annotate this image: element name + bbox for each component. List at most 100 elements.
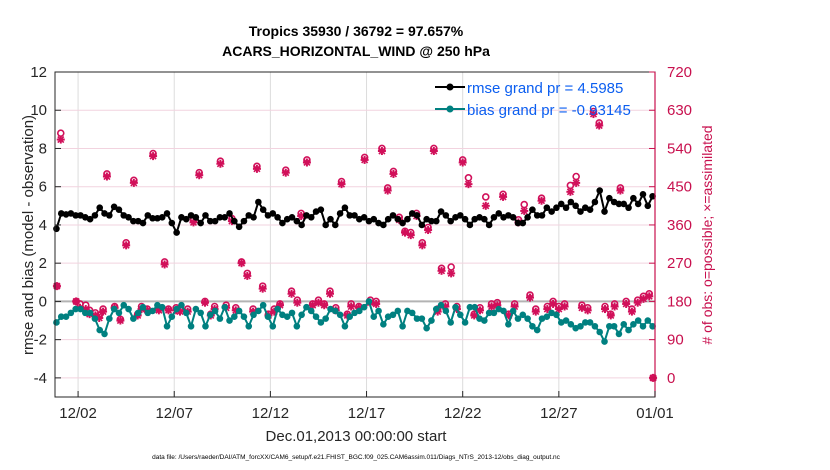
obs-assimilated-marker-d2 — [253, 165, 261, 173]
obs-assimilated-marker — [102, 172, 111, 181]
bias-point — [428, 317, 435, 324]
bias-point — [639, 322, 647, 330]
right-tick-label: 270 — [667, 255, 692, 272]
rmse-point — [322, 221, 329, 229]
rmse-point — [96, 204, 104, 212]
rmse-point — [149, 214, 156, 222]
obs-assimilated-marker-d2 — [303, 158, 311, 167]
bias-point — [216, 315, 224, 322]
bias-point — [485, 309, 493, 317]
bias-point — [106, 315, 113, 322]
rmse-point — [130, 217, 137, 225]
rmse-point — [596, 187, 604, 194]
obs-assimilated-marker — [337, 180, 346, 189]
right-tick-label: 450 — [667, 179, 692, 196]
rmse-point — [509, 213, 517, 221]
rmse-point — [447, 217, 454, 225]
bias-point — [505, 321, 512, 328]
bias-point — [591, 322, 599, 330]
rmse-point — [384, 215, 392, 223]
rmse-point — [490, 213, 498, 221]
obs-assimilated-marker-d2 — [216, 160, 224, 168]
obs-assimilated-marker-d2 — [57, 135, 65, 144]
rmse-point — [192, 213, 200, 221]
rmse-point — [572, 202, 579, 210]
rmse-point — [432, 217, 440, 225]
rmse-point — [524, 213, 531, 221]
rmse-point — [591, 198, 599, 206]
obs-assimilated-marker — [424, 226, 433, 235]
bias-point — [577, 322, 584, 330]
obs-assimilated-marker — [252, 164, 261, 173]
bias-point — [317, 319, 325, 326]
rmse-point — [331, 221, 339, 229]
bias-point — [96, 326, 104, 334]
rmse-point — [360, 213, 368, 221]
rmse-point — [543, 204, 551, 212]
obs-assimilated-marker — [476, 306, 484, 315]
left-tick-label: 4 — [39, 217, 47, 234]
obs-assimilated-marker — [645, 292, 654, 301]
bias-point — [187, 322, 195, 330]
obs-assimilated-marker — [281, 168, 290, 177]
rmse-point — [197, 219, 204, 227]
obs-assimilated-marker-d2 — [532, 308, 540, 316]
obs-assimilated-marker-d2 — [566, 188, 574, 196]
obs-assimilated-marker-d2 — [201, 299, 209, 307]
rmse-point — [106, 212, 113, 219]
obs-assimilated-marker — [72, 297, 81, 306]
left-tick-label: 10 — [30, 102, 47, 119]
bias-point — [115, 309, 123, 317]
bias-point — [356, 307, 363, 315]
obs-assimilated-marker-d2 — [378, 147, 386, 155]
obs-assimilated-marker — [320, 301, 329, 310]
rmse-point — [601, 208, 608, 215]
rmse-point — [307, 213, 315, 221]
obs-assimilated-marker — [531, 307, 540, 316]
bias-point — [81, 309, 89, 317]
obs-assimilated-marker — [116, 316, 125, 325]
rmse-point — [202, 212, 209, 219]
obs-assimilated-marker — [406, 231, 415, 240]
rmse-point — [269, 210, 277, 217]
x-tick-label: 12/17 — [348, 405, 386, 422]
bias-point — [365, 298, 373, 305]
bias-point — [514, 315, 522, 322]
obs-assimilated-marker-d2 — [293, 299, 301, 307]
obs-assimilated-marker — [287, 289, 296, 298]
obs-assimilated-marker — [372, 299, 381, 308]
bias-point — [139, 303, 147, 311]
bias-point — [601, 338, 608, 345]
right-tick-label: 90 — [667, 332, 684, 349]
obs-assimilated-marker — [458, 158, 467, 167]
rmse-point — [562, 204, 570, 212]
bias-point — [432, 305, 440, 313]
obs-assimilated-marker-d2 — [634, 299, 642, 307]
obs-assimilated-marker-d2 — [464, 180, 473, 188]
rmse-point — [577, 208, 584, 215]
bias-point — [625, 326, 632, 334]
x-axis-label: Dec.01,2013 00:00:00 start — [266, 428, 448, 445]
rmse-point — [529, 206, 536, 213]
bias-point — [461, 319, 469, 326]
bias-point — [649, 322, 656, 330]
left-tick-label: 8 — [39, 140, 47, 157]
obs-assimilated-marker — [616, 186, 625, 195]
bias-point — [173, 305, 180, 313]
rmse-point — [144, 212, 152, 219]
obs-assimilated-marker — [129, 178, 138, 187]
obs-assimilated-marker-d2 — [407, 231, 415, 239]
obs-assimilated-marker-d2 — [259, 285, 267, 293]
bias-point — [211, 307, 219, 315]
right-tick-label: 0 — [667, 370, 675, 387]
rmse-point — [327, 215, 334, 223]
bias-point — [375, 307, 382, 315]
rmse-point — [125, 213, 132, 221]
obs-assimilated-marker — [429, 147, 438, 156]
x-tick-label: 12/02 — [59, 405, 97, 422]
legend-rmse-marker-icon — [446, 83, 454, 91]
bias-point — [120, 301, 128, 309]
obs-assimilated-marker-d2 — [476, 306, 484, 314]
bias-point — [500, 307, 507, 315]
obs-possible-marker — [520, 200, 529, 209]
